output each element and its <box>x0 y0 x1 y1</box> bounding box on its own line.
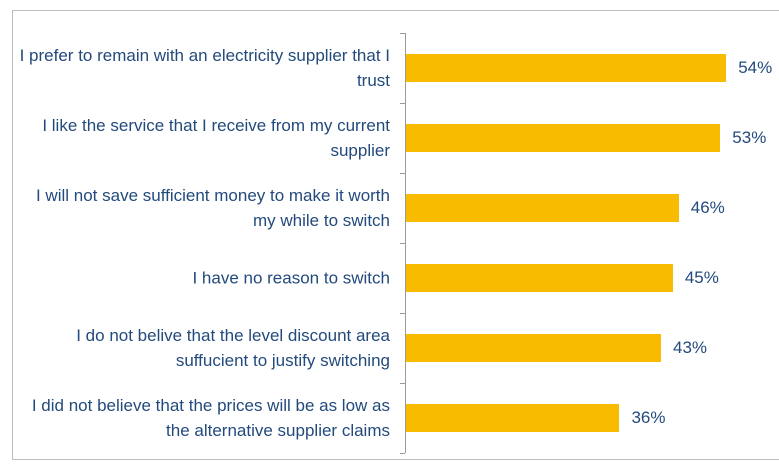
category-label: I prefer to remain with an electricity s… <box>19 46 390 90</box>
axis-tick <box>400 313 405 314</box>
axis-tick <box>400 243 405 244</box>
bar <box>406 334 661 362</box>
chart-frame <box>12 10 779 460</box>
bar <box>406 404 620 432</box>
axis-tick <box>400 453 405 454</box>
category-label: I will not save sufficient money to make… <box>35 186 390 230</box>
value-label: 45% <box>684 268 719 287</box>
value-label: 36% <box>631 408 666 427</box>
axis-tick <box>400 33 405 34</box>
bar <box>406 264 673 292</box>
axis-tick <box>400 103 405 104</box>
value-label: 53% <box>732 128 767 147</box>
bar <box>406 194 679 222</box>
category-label: I did not believe that the prices will b… <box>31 396 390 440</box>
axis-tick <box>400 173 405 174</box>
value-label: 54% <box>738 58 773 77</box>
category-label: I have no reason to switch <box>192 268 390 288</box>
value-label: 46% <box>690 198 725 217</box>
category-label: I do not belive that the level discount … <box>76 326 390 370</box>
category-label: I like the service that I receive from m… <box>42 116 390 160</box>
axis-tick <box>400 383 405 384</box>
category-axis <box>405 33 406 453</box>
bar <box>406 54 727 82</box>
value-label: 43% <box>672 338 708 357</box>
bar <box>406 124 721 152</box>
